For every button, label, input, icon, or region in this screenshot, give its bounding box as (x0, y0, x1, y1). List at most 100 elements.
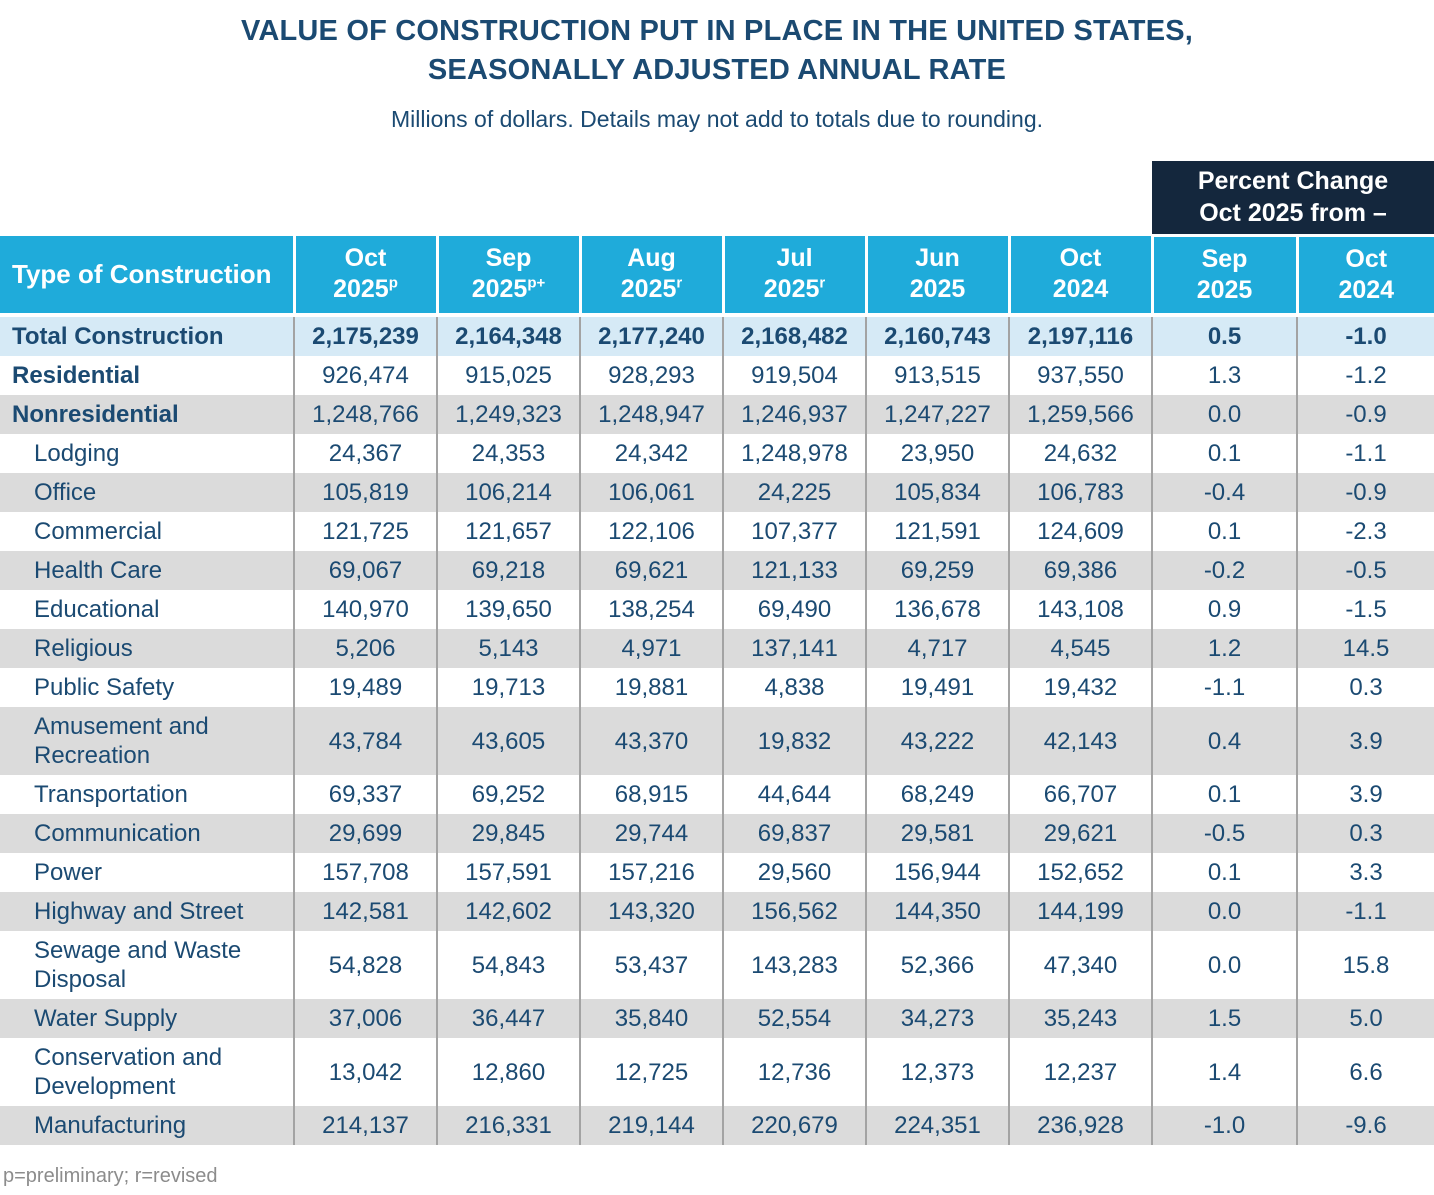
value-cell: 52,554 (722, 999, 866, 1038)
value-cell: 142,602 (436, 892, 580, 931)
value-cell: 43,784 (293, 707, 437, 775)
value-cell: 0.1 (1151, 775, 1297, 814)
footnote: p=preliminary; r=revised (3, 1165, 218, 1187)
value-cell: 5,206 (293, 629, 437, 668)
value-cell: -2.3 (1296, 512, 1434, 551)
row-label: Public Safety (34, 674, 175, 701)
value-cell: 54,828 (293, 931, 437, 999)
value-cell: 121,591 (865, 512, 1009, 551)
value-cell: 2,175,239 (293, 315, 437, 356)
row-label: Religious (34, 635, 133, 662)
value-cell: 105,819 (293, 473, 437, 512)
row-label: Lodging (34, 440, 120, 467)
value-cell: 236,928 (1008, 1106, 1152, 1145)
value-cell: 24,225 (722, 473, 866, 512)
value-cell: 143,108 (1008, 590, 1152, 629)
table-row: Total Construction 2,175,239 2,164,348 2,17… (0, 315, 1434, 356)
value-cell: 34,273 (865, 999, 1009, 1038)
value-cell: 37,006 (293, 999, 437, 1038)
value-cell: 144,350 (865, 892, 1009, 931)
value-cell: 0.3 (1296, 668, 1434, 707)
value-cell: 2,177,240 (579, 315, 723, 356)
table-row: Health Care 69,067 69,218 69,621 121,133 69,2… (0, 551, 1434, 590)
value-cell: 68,915 (579, 775, 723, 814)
value-cell: 4,717 (865, 629, 1009, 668)
value-cell: 4,545 (1008, 629, 1152, 668)
value-cell: 19,432 (1008, 668, 1152, 707)
value-cell: 219,144 (579, 1106, 723, 1145)
column-header-aug-2025: Aug 2025r (578, 235, 723, 317)
value-cell: 124,609 (1008, 512, 1152, 551)
column-header-oct-2024: Oct 2024 (1295, 235, 1434, 317)
column-header-oct-2025: Oct 2025p (292, 235, 437, 317)
row-label: Amusement and Recreation (34, 713, 209, 769)
page-title-line2: SEASONALLY ADJUSTED ANNUAL RATE (427, 54, 1007, 86)
value-cell: 3.9 (1296, 775, 1434, 814)
value-cell: 5.0 (1296, 999, 1434, 1038)
table-row: Water Supply 37,006 36,447 35,840 52,554 34,2… (0, 999, 1434, 1038)
value-cell: 5,143 (436, 629, 580, 668)
value-cell: 23,950 (865, 434, 1009, 473)
label-column-header: Type of Construction (0, 235, 294, 317)
value-cell: 1.2 (1151, 629, 1297, 668)
value-cell: 142,581 (293, 892, 437, 931)
value-cell: 29,699 (293, 814, 437, 853)
value-cell: 1,248,947 (579, 395, 723, 434)
value-cell: -1.2 (1296, 356, 1434, 395)
value-cell: 1.4 (1151, 1038, 1297, 1106)
value-cell: 1,259,566 (1008, 395, 1152, 434)
value-cell: 157,216 (579, 853, 723, 892)
value-cell: 69,837 (722, 814, 866, 853)
table-row: Communication 29,699 29,845 29,744 69,837 29,… (0, 814, 1434, 853)
value-cell: -0.9 (1296, 395, 1434, 434)
value-cell: 121,725 (293, 512, 437, 551)
value-cell: 43,605 (436, 707, 580, 775)
row-label: Communication (34, 820, 201, 847)
column-header-sep-2025: Sep 2025p+ (435, 235, 580, 317)
value-cell: 122,106 (579, 512, 723, 551)
value-cell: 0.0 (1151, 395, 1297, 434)
value-cell: 53,437 (579, 931, 723, 999)
row-label: Health Care (34, 557, 163, 584)
value-cell: 69,621 (579, 551, 723, 590)
value-cell: 0.0 (1151, 931, 1297, 999)
value-cell: 913,515 (865, 356, 1009, 395)
row-label: Conservation and Development (34, 1044, 223, 1100)
value-cell: 69,386 (1008, 551, 1152, 590)
value-cell: 156,944 (865, 853, 1009, 892)
value-cell: -9.6 (1296, 1106, 1434, 1145)
value-cell: 43,370 (579, 707, 723, 775)
value-cell: 2,160,743 (865, 315, 1009, 356)
column-header-row: Type of Construction Oct 2025p Sep 2025p+ Au… (0, 235, 1434, 317)
value-cell: -1.1 (1296, 892, 1434, 931)
row-label: Water Supply (34, 1005, 178, 1032)
value-cell: 105,834 (865, 473, 1009, 512)
table-row: Highway and Street 142,581 142,602 143,320 1… (0, 892, 1434, 931)
page-title: VALUE OF CONSTRUCTION PUT IN PLACE IN TH… (0, 12, 1434, 90)
value-cell: 69,337 (293, 775, 437, 814)
value-cell: 0.1 (1151, 434, 1297, 473)
value-cell: 143,283 (722, 931, 866, 999)
row-label: Transportation (34, 781, 188, 808)
value-cell: 68,249 (865, 775, 1009, 814)
value-cell: 2,168,482 (722, 315, 866, 356)
value-cell: 937,550 (1008, 356, 1152, 395)
value-cell: 29,560 (722, 853, 866, 892)
value-cell: 1,246,937 (722, 395, 866, 434)
table-row: Amusement and Recreation 43,784 43,605 43,3… (0, 707, 1434, 775)
value-cell: 4,971 (579, 629, 723, 668)
value-cell: 216,331 (436, 1106, 580, 1145)
value-cell: 919,504 (722, 356, 866, 395)
value-cell: 12,725 (579, 1038, 723, 1106)
value-cell: 19,491 (865, 668, 1009, 707)
value-cell: 137,141 (722, 629, 866, 668)
value-cell: 14.5 (1296, 629, 1434, 668)
percent-change-header-row: Percent Change Oct 2025 from – (0, 161, 1434, 237)
value-cell: 29,621 (1008, 814, 1152, 853)
value-cell: 106,061 (579, 473, 723, 512)
value-cell: 214,137 (293, 1106, 437, 1145)
percent-change-box: Percent Change Oct 2025 from – (1152, 161, 1434, 237)
value-cell: 29,581 (865, 814, 1009, 853)
value-cell: 15.8 (1296, 931, 1434, 999)
